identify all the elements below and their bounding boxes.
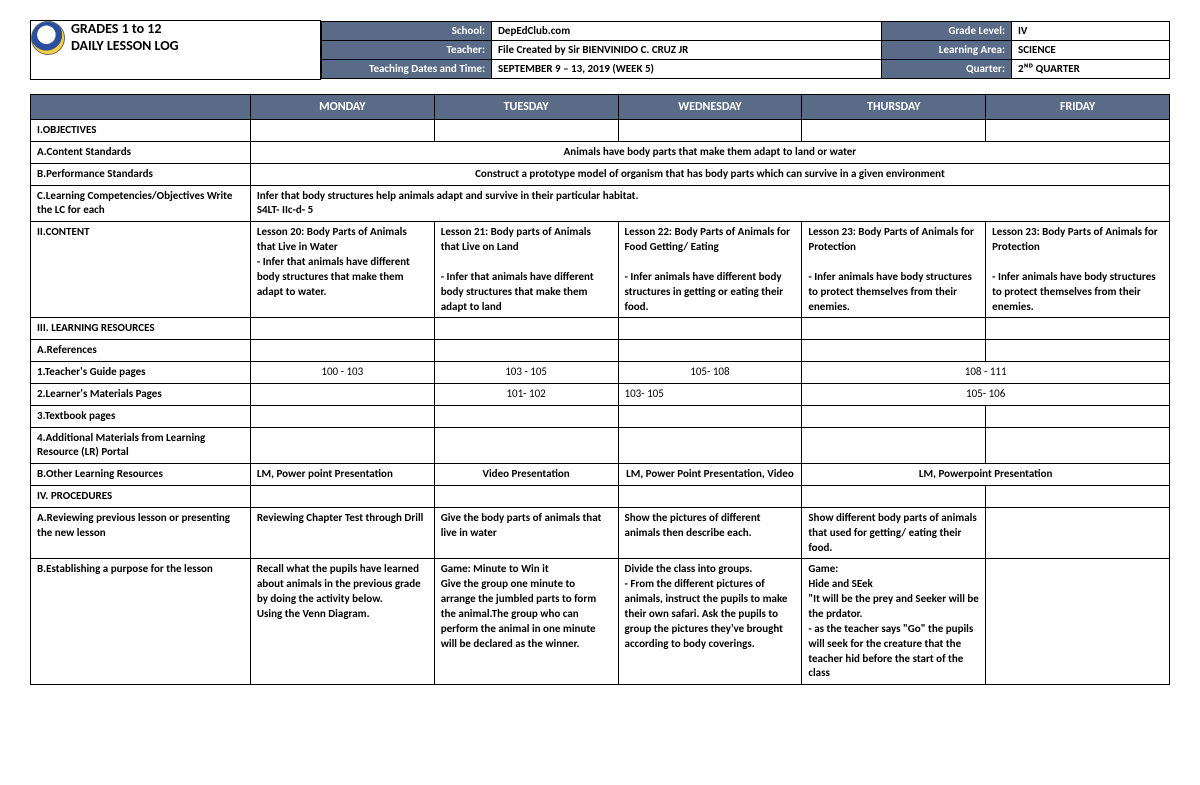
- header-info-grid: School: DepEdClub.com Grade Level: IV Te…: [321, 21, 1170, 80]
- label-lc: C.Learning Competencies/Objectives Write…: [31, 185, 251, 222]
- label-perf-std: B.Performance Standards: [31, 163, 251, 185]
- content-thu: Lesson 23: Body Parts of Animals for Pro…: [802, 222, 986, 318]
- other-thu-fri: LM, Powerpoint Presentation: [802, 464, 1170, 486]
- row-objectives: I.OBJECTIVES: [31, 120, 1170, 142]
- val-school: DepEdClub.com: [492, 21, 882, 40]
- val-area: SCIENCE: [1012, 40, 1170, 59]
- lesson-table: MONDAY TUESDAY WEDNESDAY THURSDAY FRIDAY…: [30, 94, 1170, 685]
- val-content-std: Animals have body parts that make them a…: [250, 141, 1169, 163]
- row-refs: A.References: [31, 340, 1170, 362]
- label-tb: 3.Textbook pages: [31, 405, 251, 427]
- day-mon: MONDAY: [250, 94, 434, 119]
- label-content-std: A.Content Standards: [31, 141, 251, 163]
- label-addl: 4.Additional Materials from Learning Res…: [31, 427, 251, 464]
- tg-wed: 105- 108: [618, 362, 802, 384]
- label-tg: 1.Teacher's Guide pages: [31, 362, 251, 384]
- other-tue: Video Presentation: [434, 464, 618, 486]
- label-proc: IV. PROCEDURES: [31, 486, 251, 508]
- lm-tue: 101- 102: [434, 383, 618, 405]
- day-thu: THURSDAY: [802, 94, 986, 119]
- tg-mon: 100 - 103: [250, 362, 434, 384]
- row-tb: 3.Textbook pages: [31, 405, 1170, 427]
- row-addl: 4.Additional Materials from Learning Res…: [31, 427, 1170, 464]
- row-content: II.CONTENT Lesson 20: Body Parts of Anim…: [31, 222, 1170, 318]
- row-a-review: A.Reviewing previous lesson or presentin…: [31, 507, 1170, 559]
- val-quarter: 2ᴺᴰ QUARTER: [1012, 60, 1170, 79]
- lm-wed: 103- 105: [618, 383, 802, 405]
- corner-cell: [31, 94, 251, 119]
- a-thu: Show different body parts of animals tha…: [802, 507, 986, 559]
- label-content: II.CONTENT: [31, 222, 251, 318]
- label-objectives: I.OBJECTIVES: [31, 120, 251, 142]
- a-mon: Reviewing Chapter Test through Drill: [250, 507, 434, 559]
- content-wed: Lesson 22: Body Parts of Animals for Foo…: [618, 222, 802, 318]
- row-perf-std: B.Performance Standards Construct a prot…: [31, 163, 1170, 185]
- val-perf-std: Construct a prototype model of organism …: [250, 163, 1169, 185]
- b-tue: Game: Minute to Win it Give the group on…: [434, 559, 618, 685]
- title-line1: GRADES 1 to 12: [71, 21, 179, 38]
- val-lc: Infer that body structures help animals …: [250, 185, 1169, 222]
- b-wed: Divide the class into groups. - From the…: [618, 559, 802, 685]
- row-lc: C.Learning Competencies/Objectives Write…: [31, 185, 1170, 222]
- label-lm: 2.Learner's Materials Pages: [31, 383, 251, 405]
- label-refs: A.References: [31, 340, 251, 362]
- title-line2: DAILY LESSON LOG: [71, 38, 179, 55]
- label-dates: Teaching Dates and Time:: [322, 60, 492, 79]
- header-row: MONDAY TUESDAY WEDNESDAY THURSDAY FRIDAY: [31, 94, 1170, 119]
- a-fri: [986, 507, 1170, 559]
- b-mon: Recall what the pupils have learned abou…: [250, 559, 434, 685]
- row-b-purpose: B.Establishing a purpose for the lesson …: [31, 559, 1170, 685]
- other-wed: LM, Power Point Presentation, Video: [618, 464, 802, 486]
- content-fri: Lesson 23: Body Parts of Animals for Pro…: [986, 222, 1170, 318]
- day-fri: FRIDAY: [986, 94, 1170, 119]
- day-wed: WEDNESDAY: [618, 94, 802, 119]
- header-title-cell: GRADES 1 to 12 DAILY LESSON LOG: [31, 21, 321, 80]
- b-fri: [986, 559, 1170, 685]
- label-school: School:: [322, 21, 492, 40]
- val-teacher: File Created by Sir BIENVINIDO C. CRUZ J…: [492, 40, 882, 59]
- row-proc: IV. PROCEDURES: [31, 486, 1170, 508]
- label-grade: Grade Level:: [882, 21, 1012, 40]
- content-tue: Lesson 21: Body parts of Animals that Li…: [434, 222, 618, 318]
- label-other: B.Other Learning Resources: [31, 464, 251, 486]
- a-tue: Give the body parts of animals that live…: [434, 507, 618, 559]
- header-table: GRADES 1 to 12 DAILY LESSON LOG School: …: [30, 20, 1170, 80]
- other-mon: LM, Power point Presentation: [250, 464, 434, 486]
- deped-logo-icon: [31, 21, 65, 55]
- label-resources: III. LEARNING RESOURCES: [31, 318, 251, 340]
- row-lm: 2.Learner's Materials Pages 101- 102 103…: [31, 383, 1170, 405]
- tg-thu-fri: 108 - 111: [802, 362, 1170, 384]
- content-mon: Lesson 20: Body Parts of Animals that Li…: [250, 222, 434, 318]
- row-resources: III. LEARNING RESOURCES: [31, 318, 1170, 340]
- row-content-std: A.Content Standards Animals have body pa…: [31, 141, 1170, 163]
- label-b-purpose: B.Establishing a purpose for the lesson: [31, 559, 251, 685]
- lm-mon: [250, 383, 434, 405]
- val-dates: SEPTEMBER 9 – 13, 2019 (WEEK 5): [492, 60, 882, 79]
- row-other: B.Other Learning Resources LM, Power poi…: [31, 464, 1170, 486]
- day-tue: TUESDAY: [434, 94, 618, 119]
- row-tg: 1.Teacher's Guide pages 100 - 103 103 - …: [31, 362, 1170, 384]
- b-thu: Game: Hide and SEek "It will be the prey…: [802, 559, 986, 685]
- label-a-review: A.Reviewing previous lesson or presentin…: [31, 507, 251, 559]
- val-grade: IV: [1012, 21, 1170, 40]
- label-teacher: Teacher:: [322, 40, 492, 59]
- tg-tue: 103 - 105: [434, 362, 618, 384]
- label-quarter: Quarter:: [882, 60, 1012, 79]
- lm-thu-fri: 105- 106: [802, 383, 1170, 405]
- label-area: Learning Area:: [882, 40, 1012, 59]
- a-wed: Show the pictures of different animals t…: [618, 507, 802, 559]
